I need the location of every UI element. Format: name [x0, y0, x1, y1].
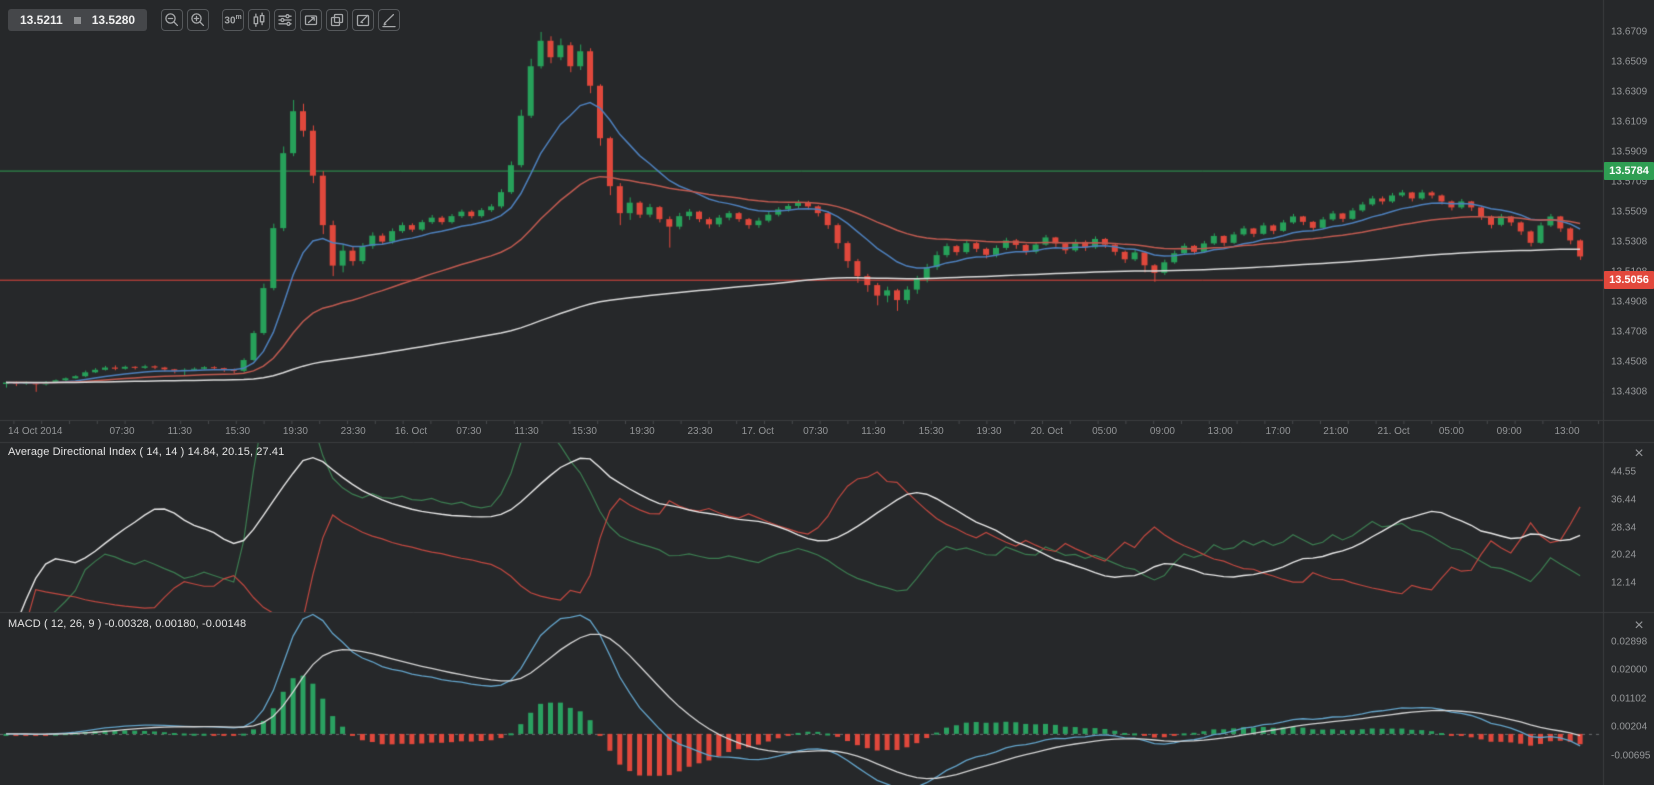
- time-tick-label: 14 Oct 2014: [8, 426, 63, 437]
- time-tick-label: 07:30: [803, 426, 829, 437]
- time-tick-label: 21. Oct: [1377, 426, 1410, 437]
- time-tick-label: 11:30: [514, 426, 539, 437]
- bid-price: 13.5211: [20, 13, 63, 27]
- close-icon: ×: [1634, 616, 1644, 634]
- time-tick-label: 13:00: [1207, 426, 1233, 437]
- ask-price: 13.5280: [91, 13, 136, 27]
- zoom-out-button[interactable]: [161, 9, 184, 31]
- chart-type-button[interactable]: [248, 9, 271, 31]
- time-tick-label: 05:00: [1092, 426, 1118, 437]
- candlestick-icon: [253, 12, 265, 27]
- time-tick-label: 09:00: [1149, 426, 1175, 437]
- time-tick-label: 15:30: [918, 426, 944, 437]
- time-tick-label: 16. Oct: [394, 426, 428, 437]
- spread-separator-icon: [73, 16, 81, 24]
- time-tick-label: 23:30: [687, 426, 713, 437]
- adx-pane-close-button[interactable]: ×: [1629, 443, 1649, 463]
- timeframe-label: 30m: [224, 14, 242, 27]
- edit-button[interactable]: [352, 9, 375, 31]
- time-tick-label: 20. Oct: [1030, 426, 1063, 437]
- time-tick-label: 11:30: [861, 426, 886, 437]
- time-tick-label: 07:30: [456, 426, 482, 437]
- draw-button[interactable]: [378, 9, 401, 31]
- time-axis[interactable]: 14 Oct 2014 07:30 11:30 15:30 19:30 23:30 16. …: [0, 426, 1654, 440]
- time-tick-label: 15:30: [571, 426, 597, 437]
- time-tick-label: 19:30: [282, 426, 308, 437]
- magnifier-minus-icon: [165, 13, 179, 27]
- expand-arrow-icon: [304, 15, 318, 26]
- time-tick-label: 13:00: [1554, 426, 1580, 437]
- macd-pane-close-button[interactable]: ×: [1629, 615, 1649, 635]
- time-tick-label: 15:30: [225, 426, 251, 437]
- edit-box-icon: [356, 14, 370, 27]
- time-tick-label: 19:30: [976, 426, 1002, 437]
- time-tick-label: 19:30: [629, 426, 655, 437]
- expand-button[interactable]: [300, 9, 323, 31]
- time-tick-label: 17:00: [1265, 426, 1291, 437]
- zoom-in-button[interactable]: [187, 9, 210, 31]
- magnifier-plus-icon: [191, 13, 205, 27]
- close-icon: ×: [1634, 444, 1644, 462]
- time-tick-label: 07:30: [109, 426, 135, 437]
- time-tick-label: 17. Oct: [741, 426, 774, 437]
- timeframe-button[interactable]: 30m: [222, 9, 245, 31]
- bid-ask-quote[interactable]: 13.5211 13.5280: [8, 9, 148, 31]
- time-tick-label: 11:30: [167, 426, 192, 437]
- duplicate-button[interactable]: [326, 9, 349, 31]
- time-tick-label: 05:00: [1438, 426, 1464, 437]
- pencil-icon: [382, 13, 396, 28]
- lower-level-price-badge[interactable]: 13.5056: [1604, 270, 1654, 289]
- time-tick-label: 23:30: [340, 426, 366, 437]
- indicators-button[interactable]: [274, 9, 297, 31]
- sliders-icon: [278, 14, 292, 26]
- time-tick-label: 09:00: [1496, 426, 1522, 437]
- copy-icon: [330, 13, 344, 27]
- upper-level-price-badge[interactable]: 13.5784: [1604, 161, 1654, 180]
- chart-toolbar: 13.5211 13.5280 30m: [8, 9, 404, 31]
- time-tick-label: 21:00: [1323, 426, 1349, 437]
